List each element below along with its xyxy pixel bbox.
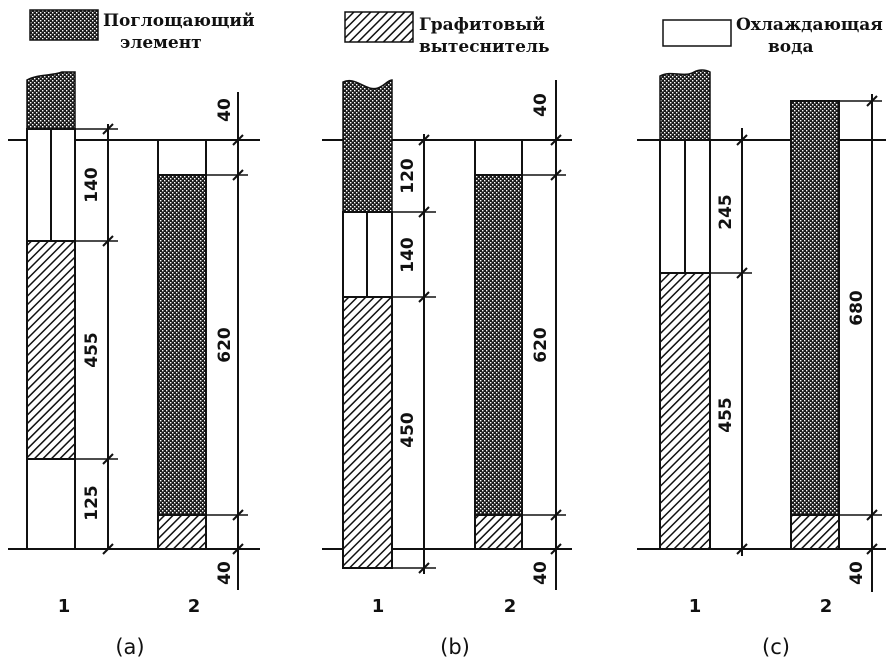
panel-c-label: (c) [762,635,790,659]
panel-b-col1-label: 1 [372,596,385,617]
dimension-tick [736,134,748,146]
panel-a-col1-water-bottom [26,458,76,550]
dimension-tick [418,206,430,218]
dimension-tick [550,134,562,146]
dimension-ticks [102,95,878,574]
legend-absorber-label-line1: Поглощающий [103,11,255,31]
dimension-tick [418,134,430,146]
panel-b-col2-label: 2 [504,596,517,617]
panel-b-col1-dim-140: 140 [398,237,418,273]
panel-b-label: (b) [440,635,470,659]
panel-c-col1-dim-245: 245 [716,194,736,230]
dimension-tick [736,543,748,555]
panel-a-label: (a) [115,635,144,659]
legend-graphite-label-line2: вытеснитель [419,37,549,57]
dimension-tick [550,169,562,181]
legend-absorber-swatch [29,9,99,41]
panel-c-col1-dim-455: 455 [716,397,736,433]
panel-a-col2-label: 2 [188,596,201,617]
panel-b-col2-graphite [474,514,523,550]
panel-b-col1-graphite [342,296,393,569]
dimension-tick [736,267,748,279]
panel-c-col2-label: 2 [820,596,833,617]
panel-a-col1-dim-125: 125 [82,485,102,521]
panel-b-col2-dim-620: 620 [531,327,551,363]
panel-b-col2-water-top [474,139,523,176]
panel-a-col1-graphite [26,240,76,460]
dimension-tick [866,95,878,107]
panel-b-col1-dim-450: 450 [398,412,418,448]
panel-c-col2-absorber [790,100,840,516]
panel-b-col2-dim-40-bottom: 40 [531,561,551,585]
panel-a-col1-label: 1 [58,596,71,617]
dimension-tick [232,543,244,555]
panel-c: 245 455 680 40 1 2 (c) [637,69,886,659]
panel-c-col1-graphite [659,272,711,550]
dimension-tick [102,123,114,135]
legend-water-label-line2: вода [768,37,814,57]
dimension-tick [102,235,114,247]
panel-a-col1-absorber [26,71,76,130]
dimension-tick [550,543,562,555]
panel-a-col1-dim-140: 140 [82,167,102,203]
dimension-tick [866,543,878,555]
panel-a-col2-graphite [157,514,207,550]
panel-a-col2-dim-620: 620 [215,327,235,363]
legend-absorber-label-line2: элемент [120,33,202,53]
panel-b-col1-dim-120: 120 [398,158,418,194]
legend-graphite-label-line1: Графитовый [419,15,545,35]
panel-c-col2-graphite [790,514,840,550]
legend-water-swatch [662,19,732,47]
panel-b-col2-absorber [474,174,523,516]
panel-a-col2-water-top [157,139,207,176]
dimension-tick [102,453,114,465]
panel-c-col1-label: 1 [689,596,702,617]
legend: Поглощающий элемент Графитовый вытесните… [29,9,883,57]
panel-b: 120 140 450 40 620 40 1 2 (b) [322,79,572,659]
dimension-tick [232,169,244,181]
legend-graphite-swatch [344,11,414,43]
panel-a-col2-dim-40-bottom: 40 [215,561,235,585]
dimension-tick [418,562,430,574]
dimension-tick [550,509,562,521]
dimension-tick [102,543,114,555]
dimension-tick [232,509,244,521]
panel-c-col1-absorber [659,69,711,141]
panel-a: 140 455 125 40 620 40 1 2 (a) [8,71,260,659]
panel-c-col2-dim-680: 680 [847,290,867,326]
panel-b-col1-absorber [342,79,393,213]
panel-b-col2-dim-40-top: 40 [531,93,551,117]
panel-a-col2-absorber [157,174,207,516]
legend-water-label-line1: Охлаждающая [736,15,883,35]
dimension-tick [866,509,878,521]
dimension-tick [418,291,430,303]
panel-c-col2-dim-40-bottom: 40 [847,561,867,585]
panel-a-col2-dim-40-top: 40 [215,98,235,122]
dimension-tick [232,134,244,146]
panel-a-col1-dim-455: 455 [82,332,102,368]
